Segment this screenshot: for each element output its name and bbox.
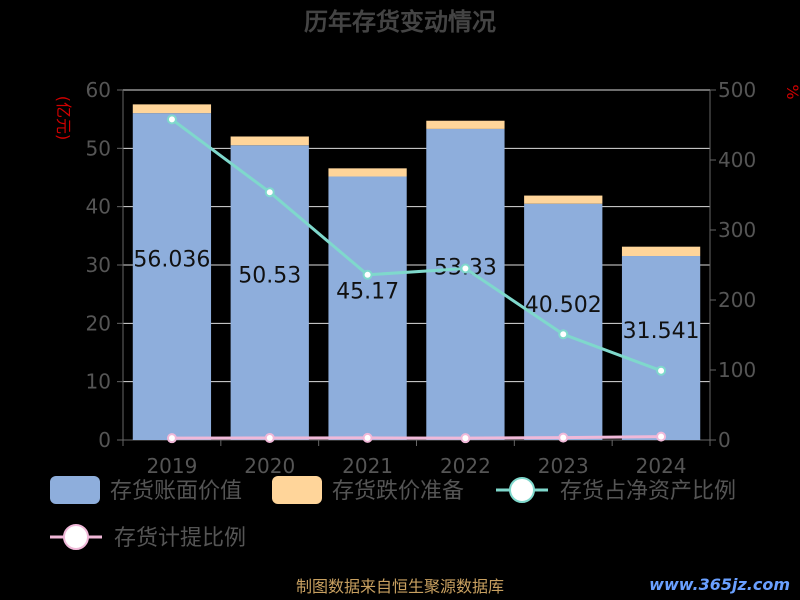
bar-inventory-impairment	[621, 246, 701, 257]
x-tick-label: 2021	[342, 454, 393, 478]
y-left-tick-label: 10	[86, 370, 111, 394]
y-right-tick-label: 100	[718, 358, 756, 382]
y-left-tick-label: 0	[98, 428, 111, 452]
bar-data-label: 56.036	[133, 248, 210, 273]
watermark: www.365jz.com	[649, 575, 790, 594]
x-tick-label: 2023	[538, 454, 589, 478]
bar-inventory-impairment	[132, 104, 212, 114]
line-point	[460, 433, 471, 444]
legend-swatch	[50, 476, 100, 504]
line-point	[264, 432, 275, 443]
y-left-tick-label: 20	[86, 311, 111, 335]
y-left-tick-label: 50	[86, 136, 111, 160]
bar-inventory-book-value	[132, 113, 212, 440]
y-left-unit: (亿元)	[54, 96, 73, 141]
bar-inventory-impairment	[328, 168, 407, 177]
y-right-tick-label: 400	[718, 148, 756, 172]
y-left-tick-label: 60	[86, 78, 111, 102]
bar-data-label: 50.53	[238, 264, 301, 289]
line-point	[460, 263, 471, 274]
y-left-tick-label: 30	[86, 253, 111, 277]
x-tick-label: 2022	[440, 454, 491, 478]
legend-swatch	[272, 476, 322, 504]
y-right-ticks: 0 100 200 300 400 500	[709, 78, 756, 452]
legend-label: 存货占净资产比例	[560, 479, 736, 504]
legend-marker	[509, 477, 535, 503]
bar-inventory-book-value	[621, 256, 701, 440]
line-inventory-to-net-assets	[171, 118, 662, 373]
bar-data-label: 31.541	[623, 319, 700, 344]
bar-inventory-impairment	[230, 136, 309, 146]
y-right-tick-label: 0	[718, 428, 731, 452]
bar-data-label: 40.502	[525, 293, 602, 318]
y-right-tick-label: 500	[718, 78, 756, 102]
line-point	[362, 269, 373, 280]
x-axis-ticks: 2019 2020 2021 2022 2023 2024	[122, 440, 711, 478]
legend-label: 存货计提比例	[114, 526, 246, 551]
y-left-tick-label: 40	[86, 195, 111, 219]
bar-inventory-impairment	[524, 195, 603, 204]
bar-data-label: 45.17	[336, 279, 399, 304]
line-point	[264, 187, 275, 198]
line-point	[558, 432, 569, 443]
y-right-unit: %	[783, 84, 800, 99]
line-point	[166, 114, 177, 125]
y-right-tick-label: 300	[718, 218, 756, 242]
x-tick-label: 2019	[146, 454, 197, 478]
legend-label: 存货跌价准备	[332, 479, 464, 504]
line-point	[656, 365, 667, 376]
y-left-ticks: 0 10 20 30 40 50 60	[86, 78, 111, 452]
bar-inventory-book-value	[524, 203, 603, 440]
bar-inventory-book-value	[426, 128, 505, 441]
footer-source: 制图数据来自恒生聚源数据库	[296, 577, 504, 596]
bar-inventory-book-value	[328, 176, 407, 440]
line-point	[362, 432, 373, 443]
line-point	[656, 431, 667, 442]
line-point	[166, 433, 177, 444]
y-right-tick-label: 200	[718, 288, 756, 312]
bar-inventory-impairment	[426, 120, 505, 129]
line-impairment-ratio	[171, 435, 662, 440]
x-tick-label: 2020	[244, 454, 295, 478]
chart-title: 历年存货变动情况	[304, 8, 496, 36]
line-point	[558, 329, 569, 340]
grid-lines	[117, 89, 710, 441]
line-series	[166, 114, 667, 444]
x-tick-label: 2024	[636, 454, 687, 478]
legend-marker	[63, 524, 89, 550]
legend-label: 存货账面价值	[110, 479, 242, 504]
